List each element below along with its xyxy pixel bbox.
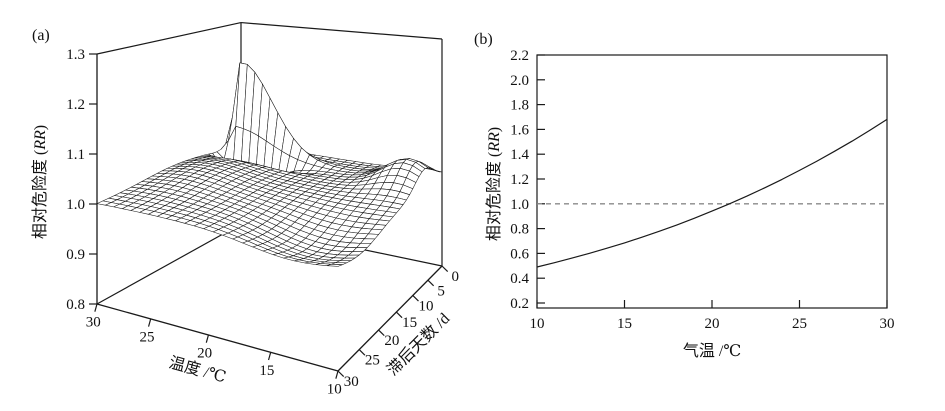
z-tick-label: 1.0: [66, 197, 85, 213]
panel-a: 30 25 20 15 10 0 5 10 15 20 25 30 0.8 0.9 1.0 1.1 1.2 1.3…: [0, 0, 472, 411]
lag-tick-label: 25: [365, 353, 380, 369]
line-plot-canvas: 0.2 0.4 0.6 0.8 1.0 1.2 1.4 1.6 1.8 2.0 2.2 10 15 20 2…: [510, 48, 895, 332]
y-tick-label: 2.0: [510, 73, 529, 89]
y-tick-label: 0.4: [510, 271, 529, 287]
panel-a-label: (a): [32, 27, 50, 44]
x-tick-label: 20: [705, 316, 720, 332]
x-tick-label: 10: [530, 316, 545, 332]
z-axis-title-text: 相对危险度: [32, 159, 49, 240]
axes-3d: [96, 54, 443, 372]
y-tick-label: 1.0: [510, 197, 529, 213]
x-tick-label: 30: [880, 316, 895, 332]
y-tick-label: 1.2: [510, 172, 529, 188]
z-tick-label: 1.2: [66, 97, 85, 113]
z-tick-label: 1.3: [66, 47, 85, 63]
y-tick-label: 2.2: [510, 48, 529, 64]
temp-tick-label: 25: [139, 329, 154, 345]
temp-tick-label: 30: [86, 314, 101, 330]
y-axis-title-var: RR: [486, 132, 503, 152]
x-axis-title: 气温 /℃: [682, 343, 742, 360]
lag-tick-label: 0: [451, 269, 459, 285]
z-axis-title: 相对危险度 (RR): [26, 62, 50, 302]
z-axis-title-open: (: [32, 149, 49, 160]
x-axis-ticks: [536, 300, 888, 308]
z-tick-label: 1.1: [66, 147, 85, 163]
y-axis-title: 相对危险度 (RR): [480, 54, 504, 314]
plot-frame: [536, 54, 888, 309]
lag-tick-label: 10: [419, 299, 434, 315]
temp-tick-label: 15: [259, 363, 274, 379]
y-axis-title-text: 相对危险度: [486, 161, 503, 242]
y-tick-label: 1.6: [510, 122, 529, 138]
y-tick-label: 0.2: [510, 296, 529, 312]
y-tick-label: 1.4: [510, 147, 529, 163]
lag-tick-label: 30: [344, 374, 359, 390]
z-tick-label: 0.9: [66, 247, 85, 263]
y-tick-label: 0.8: [510, 222, 529, 238]
x-tick-label: 15: [617, 316, 632, 332]
lag-tick-label: 15: [402, 315, 417, 331]
panel-b-label: (b): [474, 31, 493, 48]
z-axis-title-var: RR: [32, 130, 49, 150]
lag-tick-label: 20: [384, 333, 399, 349]
z-tick-label: 0.8: [66, 297, 85, 313]
z-axis-title-close: ): [32, 124, 49, 131]
x-tick-label: 25: [792, 316, 807, 332]
temp-tick-label: 20: [197, 345, 212, 361]
response-curve: [536, 118, 888, 268]
panel-b: 0.2 0.4 0.6 0.8 1.0 1.2 1.4 1.6 1.8 2.0 2.2 10 15 20 2…: [472, 0, 945, 411]
y-axis-title-open: (: [486, 151, 503, 162]
temp-axis: 30 25 20 15 10: [86, 303, 342, 397]
z-axis: 0.8 0.9 1.0 1.1 1.2 1.3: [66, 47, 97, 313]
temp-tick-label: 10: [327, 381, 342, 397]
lag-tick-label: 5: [437, 283, 445, 299]
surface-mesh: [96, 62, 443, 267]
y-axis-title-close: ): [486, 126, 503, 133]
y-tick-label: 1.8: [510, 98, 529, 114]
y-tick-label: 0.6: [510, 246, 529, 262]
